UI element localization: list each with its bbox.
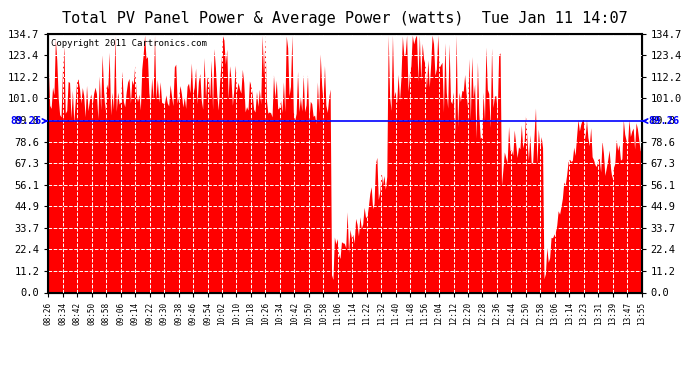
Text: Total PV Panel Power & Average Power (watts)  Tue Jan 11 14:07: Total PV Panel Power & Average Power (wa… [62,11,628,26]
Text: 89.26: 89.26 [643,116,680,126]
Text: Copyright 2011 Cartronics.com: Copyright 2011 Cartronics.com [51,39,207,48]
Text: 89.26: 89.26 [10,116,47,126]
